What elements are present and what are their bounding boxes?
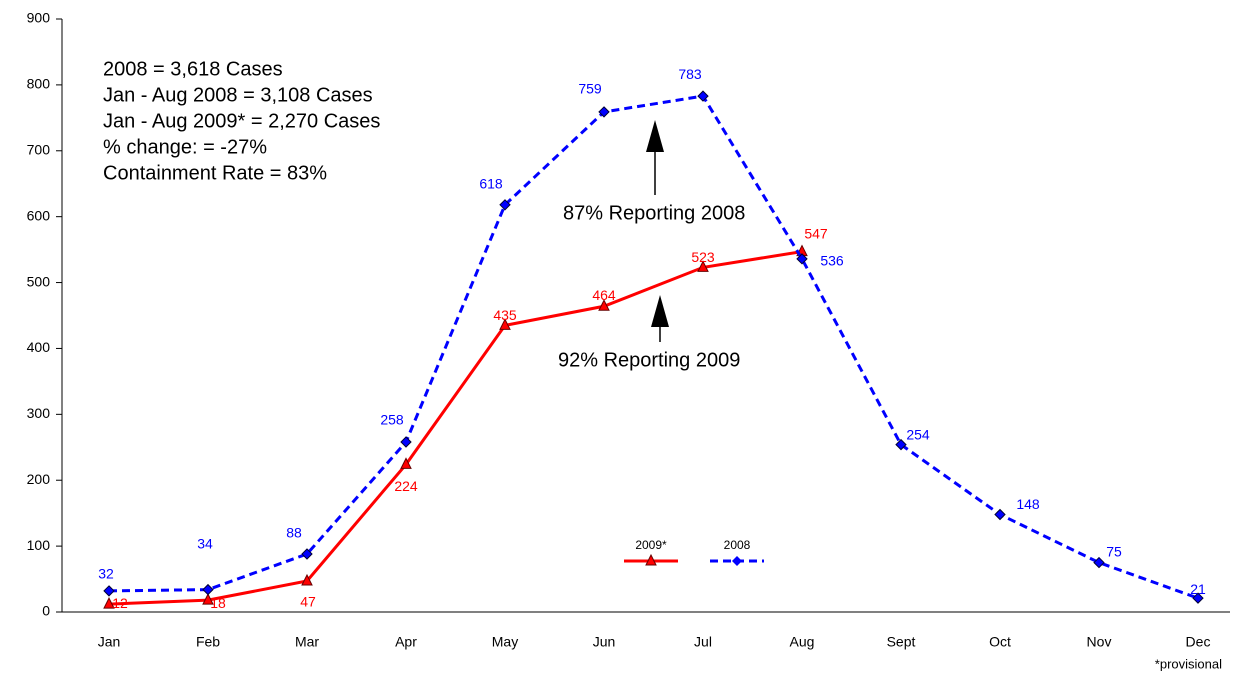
arrow-head <box>646 120 664 152</box>
data-label: 464 <box>592 287 616 303</box>
x-tick-label: Oct <box>989 634 1011 650</box>
data-label: 536 <box>820 253 844 269</box>
marker <box>499 318 511 330</box>
data-label: 34 <box>197 535 213 551</box>
y-tick-label: 300 <box>27 405 51 421</box>
data-label: 75 <box>1106 543 1122 559</box>
legend-marker <box>732 556 742 566</box>
x-tick-label: Sept <box>887 634 916 650</box>
data-label: 18 <box>210 595 226 611</box>
marker <box>598 299 610 311</box>
footnote: *provisional <box>1155 656 1222 671</box>
x-tick-label: Apr <box>395 634 417 650</box>
legend-label: 2009* <box>635 538 667 552</box>
annotation: 92% Reporting 2009 <box>558 349 740 371</box>
marker <box>400 457 412 469</box>
x-tick-label: Dec <box>1186 634 1211 650</box>
marker <box>301 573 313 586</box>
marker <box>103 585 115 597</box>
marker <box>400 436 412 448</box>
data-label: 435 <box>493 307 517 323</box>
summary-line: 2008 = 3,618 Cases <box>103 58 283 80</box>
data-label: 547 <box>804 225 828 241</box>
data-label: 523 <box>691 249 715 265</box>
data-label: 47 <box>300 594 316 610</box>
summary-line: Jan - Aug 2008 = 3,108 Cases <box>103 84 373 106</box>
marker <box>499 199 511 211</box>
data-label: 224 <box>394 478 418 494</box>
data-label: 148 <box>1016 496 1040 512</box>
y-tick-label: 600 <box>27 207 51 223</box>
marker <box>994 508 1006 521</box>
y-tick-label: 500 <box>27 273 51 289</box>
x-tick-label: Nov <box>1087 634 1112 650</box>
marker <box>895 438 907 451</box>
marker <box>103 596 115 609</box>
marker <box>202 583 214 596</box>
legend-marker <box>645 553 657 566</box>
data-label: 12 <box>112 595 128 611</box>
x-tick-label: Jun <box>593 634 616 650</box>
y-tick-label: 200 <box>27 471 51 487</box>
y-tick-label: 900 <box>27 10 51 26</box>
y-tick-label: 700 <box>27 141 51 157</box>
data-label: 258 <box>380 412 404 428</box>
marker <box>796 253 808 265</box>
summary-line: Containment Rate = 83% <box>103 162 327 184</box>
data-label: 32 <box>98 566 114 582</box>
data-label: 88 <box>286 525 302 541</box>
annotation: 87% Reporting 2008 <box>563 202 745 224</box>
y-tick-label: 400 <box>27 339 51 355</box>
series-line <box>108 94 1199 600</box>
data-label: 254 <box>906 426 930 442</box>
data-label: 783 <box>678 66 702 82</box>
summary-line: Jan - Aug 2009* = 2,270 Cases <box>103 110 380 132</box>
marker <box>697 260 709 272</box>
y-tick-label: 0 <box>42 603 50 619</box>
data-label: 759 <box>578 81 602 97</box>
arrow-head <box>651 295 669 327</box>
x-tick-label: Jan <box>98 634 121 650</box>
marker <box>1192 592 1204 604</box>
marker <box>1093 556 1105 569</box>
marker <box>697 90 709 102</box>
data-label: 21 <box>1190 581 1206 597</box>
series-line <box>108 250 803 606</box>
marker <box>301 548 313 560</box>
data-label: 618 <box>479 176 503 192</box>
marker <box>598 106 610 118</box>
x-tick-label: Feb <box>196 634 220 650</box>
y-tick-label: 800 <box>27 76 51 92</box>
x-tick-label: Mar <box>295 634 319 650</box>
x-tick-label: Jul <box>694 634 712 650</box>
marker <box>202 593 214 605</box>
x-tick-label: Aug <box>790 634 815 650</box>
x-tick-label: May <box>492 634 518 650</box>
y-tick-label: 100 <box>27 537 51 553</box>
summary-line: % change: = -27% <box>103 136 267 158</box>
legend-label: 2008 <box>724 538 751 552</box>
